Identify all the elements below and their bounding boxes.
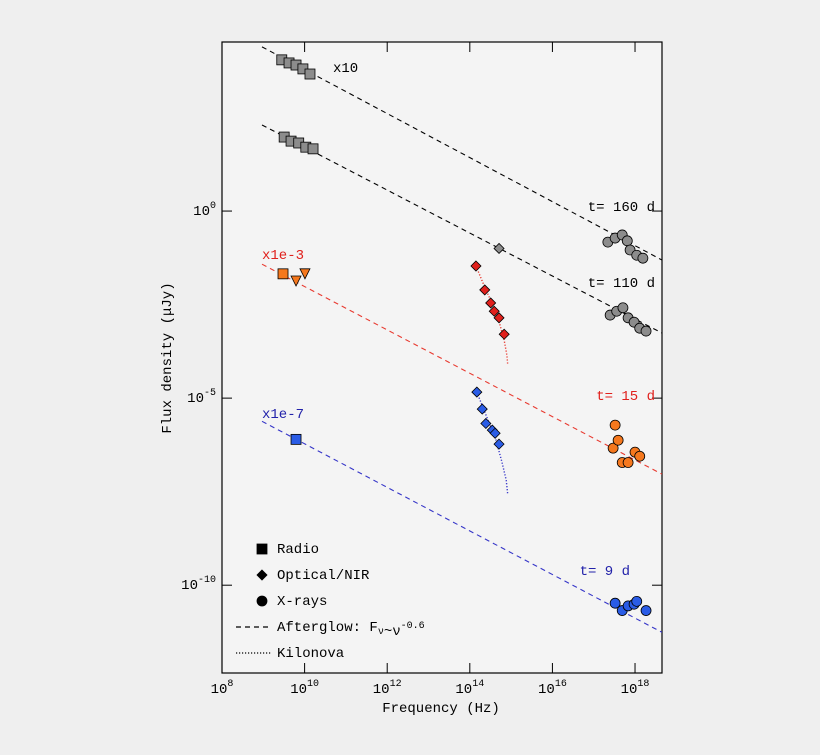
x-tick-label: 108 bbox=[211, 679, 234, 698]
afterglow-line bbox=[261, 263, 663, 475]
kilonova-curve bbox=[476, 391, 509, 495]
optical-point bbox=[480, 417, 492, 430]
optical-point bbox=[493, 312, 505, 324]
optical-point bbox=[485, 297, 497, 309]
afterglow-line bbox=[261, 420, 663, 633]
optical-point bbox=[489, 427, 501, 439]
y-tick-label: 100 bbox=[193, 201, 216, 220]
group-label: x1e-7 bbox=[262, 407, 304, 423]
x-tick-label: 1016 bbox=[538, 679, 567, 698]
optical-point bbox=[470, 260, 482, 272]
xray-point bbox=[609, 597, 621, 609]
y-axis-label: Flux density (μJy) bbox=[160, 282, 176, 433]
group-label: t= 160 d bbox=[588, 200, 655, 216]
group-label: t= 110 d bbox=[588, 276, 655, 292]
legend-label: Afterglow: Fν~ν-0.6 bbox=[277, 620, 425, 640]
xray-point bbox=[640, 325, 652, 337]
x-tick-label: 1014 bbox=[455, 679, 484, 698]
xray-point bbox=[621, 235, 633, 247]
y-tick-label: 10-10 bbox=[181, 575, 216, 594]
x-tick-label: 1010 bbox=[290, 679, 319, 698]
optical-point bbox=[488, 305, 500, 317]
y-tick-label: 10-5 bbox=[187, 388, 216, 407]
optical-point bbox=[493, 438, 505, 450]
radio-point bbox=[290, 433, 302, 445]
afterglow-line bbox=[261, 46, 663, 261]
radio-point bbox=[307, 143, 319, 155]
radio-point bbox=[277, 268, 289, 280]
xray-point bbox=[634, 450, 646, 462]
optical-point bbox=[476, 403, 488, 415]
xray-point bbox=[612, 434, 624, 446]
legend-marker bbox=[256, 543, 268, 555]
xray-point bbox=[640, 605, 652, 616]
optical-point bbox=[471, 386, 483, 398]
kilonova-curve bbox=[475, 265, 509, 366]
xray-point bbox=[622, 457, 634, 468]
xray-point bbox=[609, 419, 621, 431]
group-label: x1e-3 bbox=[262, 248, 304, 264]
radio-point bbox=[304, 68, 316, 80]
xray-point bbox=[607, 442, 619, 454]
x-tick-label: 1012 bbox=[373, 679, 402, 698]
optical-point bbox=[493, 242, 505, 255]
xray-point bbox=[617, 302, 629, 314]
radio-upper-limit bbox=[290, 275, 302, 287]
xray-point bbox=[631, 595, 643, 607]
radio-upper-limit bbox=[299, 268, 311, 280]
legend-label: Optical/NIR bbox=[277, 568, 370, 584]
legend-marker bbox=[256, 569, 268, 581]
x-axis-label: Frequency (Hz) bbox=[382, 701, 500, 717]
xray-point bbox=[637, 252, 649, 264]
group-label: t= 15 d bbox=[596, 389, 655, 405]
legend-label: Radio bbox=[277, 542, 319, 558]
legend-label: Kilonova bbox=[277, 646, 344, 662]
afterglow-line bbox=[261, 124, 663, 334]
legend-label: X-rays bbox=[277, 594, 327, 610]
x-tick-label: 1018 bbox=[621, 679, 650, 698]
group-label: x10 bbox=[333, 61, 358, 77]
optical-point bbox=[498, 328, 510, 340]
legend-marker bbox=[256, 595, 268, 607]
optical-point bbox=[479, 284, 491, 296]
group-label: t= 9 d bbox=[580, 564, 630, 580]
